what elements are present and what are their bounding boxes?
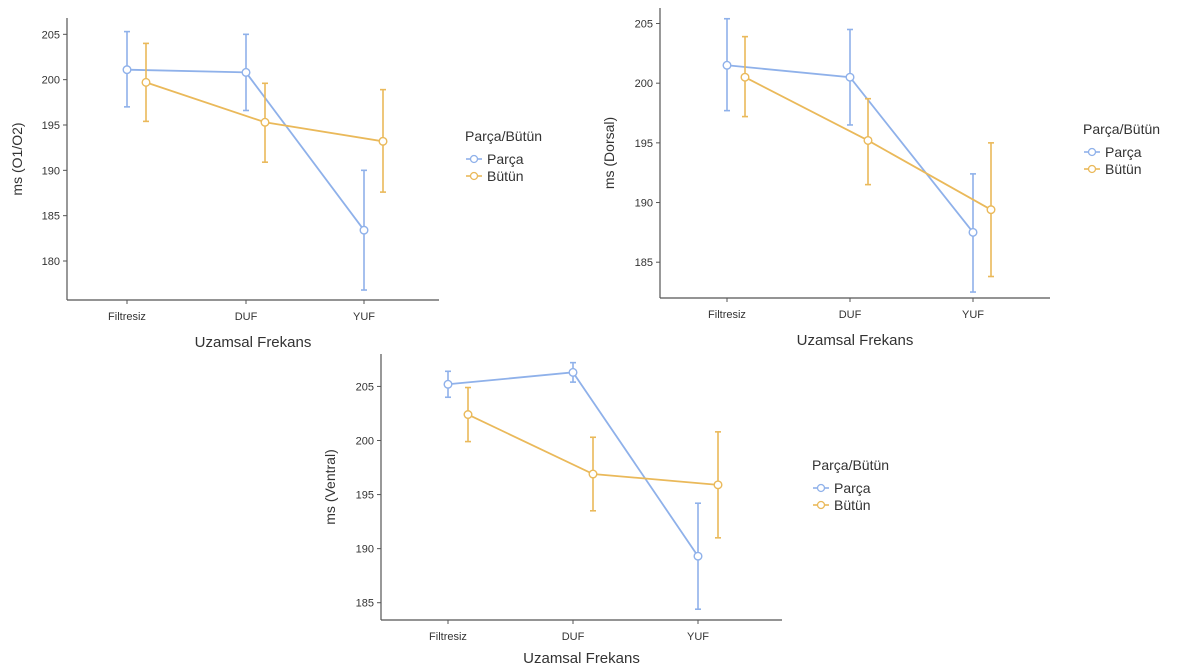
data-point: [122, 65, 132, 75]
data-point: [241, 67, 251, 77]
x-tick-label: DUF: [839, 309, 862, 321]
y-tick-label: 205: [42, 29, 60, 41]
y-tick-label: 190: [42, 165, 60, 177]
legend-label: Parça: [487, 151, 524, 167]
legend-label: Bütün: [487, 168, 524, 184]
x-tick-label: Filtresiz: [429, 631, 467, 643]
y-tick-label: 195: [635, 138, 653, 150]
x-tick-label: Filtresiz: [108, 311, 146, 323]
data-point: [740, 72, 750, 82]
legend-swatch-point: [816, 483, 826, 493]
series-butun: [141, 42, 388, 193]
x-axis-title: Uzamsal Frekans: [523, 650, 640, 667]
y-tick-label: 185: [635, 257, 653, 269]
data-point: [968, 227, 978, 237]
data-point: [713, 480, 723, 490]
legend-swatch-point: [816, 500, 826, 510]
series-parca: [122, 30, 369, 291]
y-tick-label: 185: [356, 598, 374, 610]
data-point: [568, 367, 578, 377]
y-axis-title: ms (Ventral): [322, 449, 338, 524]
y-tick-label: 190: [356, 544, 374, 556]
y-tick-label: 205: [635, 19, 653, 31]
y-tick-label: 195: [356, 490, 374, 502]
x-tick-label: YUF: [962, 309, 984, 321]
data-point: [359, 225, 369, 235]
y-axis-title: ms (Dorsal): [601, 117, 617, 189]
data-point: [260, 117, 270, 127]
y-tick-label: 195: [42, 120, 60, 132]
series-butun: [740, 35, 996, 278]
data-point: [845, 72, 855, 82]
data-point: [588, 469, 598, 479]
data-point: [141, 77, 151, 87]
legend-label: Parça: [834, 480, 871, 496]
legend-label: Bütün: [1105, 161, 1142, 177]
legend-title: Parça/Bütün: [1083, 121, 1160, 137]
y-tick-label: 200: [356, 436, 374, 448]
x-tick-label: DUF: [562, 631, 585, 643]
legend-swatch-point: [469, 171, 479, 181]
x-axis-title: Uzamsal Frekans: [797, 332, 914, 349]
chart-panel-1: 180 185 190 195 200 205 Filtresiz DUF YUF Uzamsal…: [9, 18, 542, 351]
y-tick-label: 190: [635, 198, 653, 210]
chart-panel-3: 185 190 195 200 205 Filtresiz DUF YUF Uzamsal Fr…: [322, 354, 889, 667]
y-tick-label: 185: [42, 211, 60, 223]
x-tick-label: DUF: [235, 311, 258, 323]
series-parca: [443, 361, 703, 610]
x-axis-title: Uzamsal Frekans: [195, 334, 312, 351]
y-tick-label: 200: [635, 78, 653, 90]
data-point: [693, 551, 703, 561]
y-axis-title: ms (O1/O2): [9, 122, 25, 195]
y-tick-label: 200: [42, 75, 60, 87]
y-tick-label: 180: [42, 256, 60, 268]
legend-label: Parça: [1105, 144, 1142, 160]
legend-label: Bütün: [834, 497, 871, 513]
series-butun: [463, 386, 723, 539]
legend-title: Parça/Bütün: [812, 457, 889, 473]
y-tick-label: 205: [356, 381, 374, 393]
data-point: [722, 60, 732, 70]
legend-swatch-point: [469, 154, 479, 164]
data-point: [463, 410, 473, 420]
chart-panel-2: 185 190 195 200 205 Filtresiz DUF YUF Uzamsal Fr…: [601, 8, 1160, 349]
data-point: [443, 379, 453, 389]
x-tick-label: YUF: [687, 631, 709, 643]
data-point: [986, 205, 996, 215]
legend-swatch-point: [1087, 147, 1097, 157]
data-point: [378, 136, 388, 146]
x-tick-label: Filtresiz: [708, 309, 746, 321]
data-point: [863, 135, 873, 145]
series-parca: [722, 17, 978, 293]
legend-swatch-point: [1087, 164, 1097, 174]
x-tick-label: YUF: [353, 311, 375, 323]
legend-title: Parça/Bütün: [465, 128, 542, 144]
